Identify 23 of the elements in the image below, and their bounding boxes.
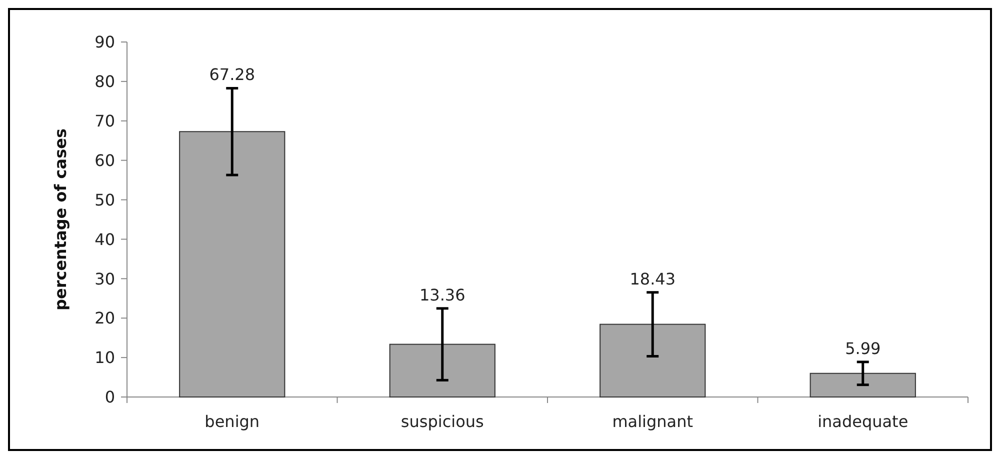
bar (179, 131, 286, 398)
y-tick-label: 70 (94, 111, 115, 130)
y-tick-label: 20 (94, 308, 115, 328)
bar (389, 344, 496, 398)
y-tick-label: 30 (94, 269, 115, 288)
data-label: 13.36 (419, 285, 466, 304)
x-tick-label: inadequate (818, 412, 908, 431)
y-tick-label: 40 (94, 230, 115, 249)
bar (600, 324, 706, 398)
data-label: 18.43 (630, 269, 676, 288)
bar (810, 372, 916, 398)
y-tick-label: 80 (94, 72, 115, 92)
y-tick-label: 50 (94, 190, 115, 210)
y-tick-label: 10 (94, 348, 115, 368)
x-tick-label: suspicious (400, 412, 484, 431)
data-label: 67.28 (209, 65, 256, 84)
y-tick-label: 0 (104, 388, 115, 407)
y-tick-label: 90 (94, 32, 115, 52)
x-tick-label: benign (204, 412, 260, 431)
y-tick-label: 60 (94, 150, 115, 170)
y-axis-title: percentage of cases (51, 128, 70, 310)
x-tick-label: malignant (612, 412, 694, 431)
data-label: 5.99 (845, 338, 881, 358)
